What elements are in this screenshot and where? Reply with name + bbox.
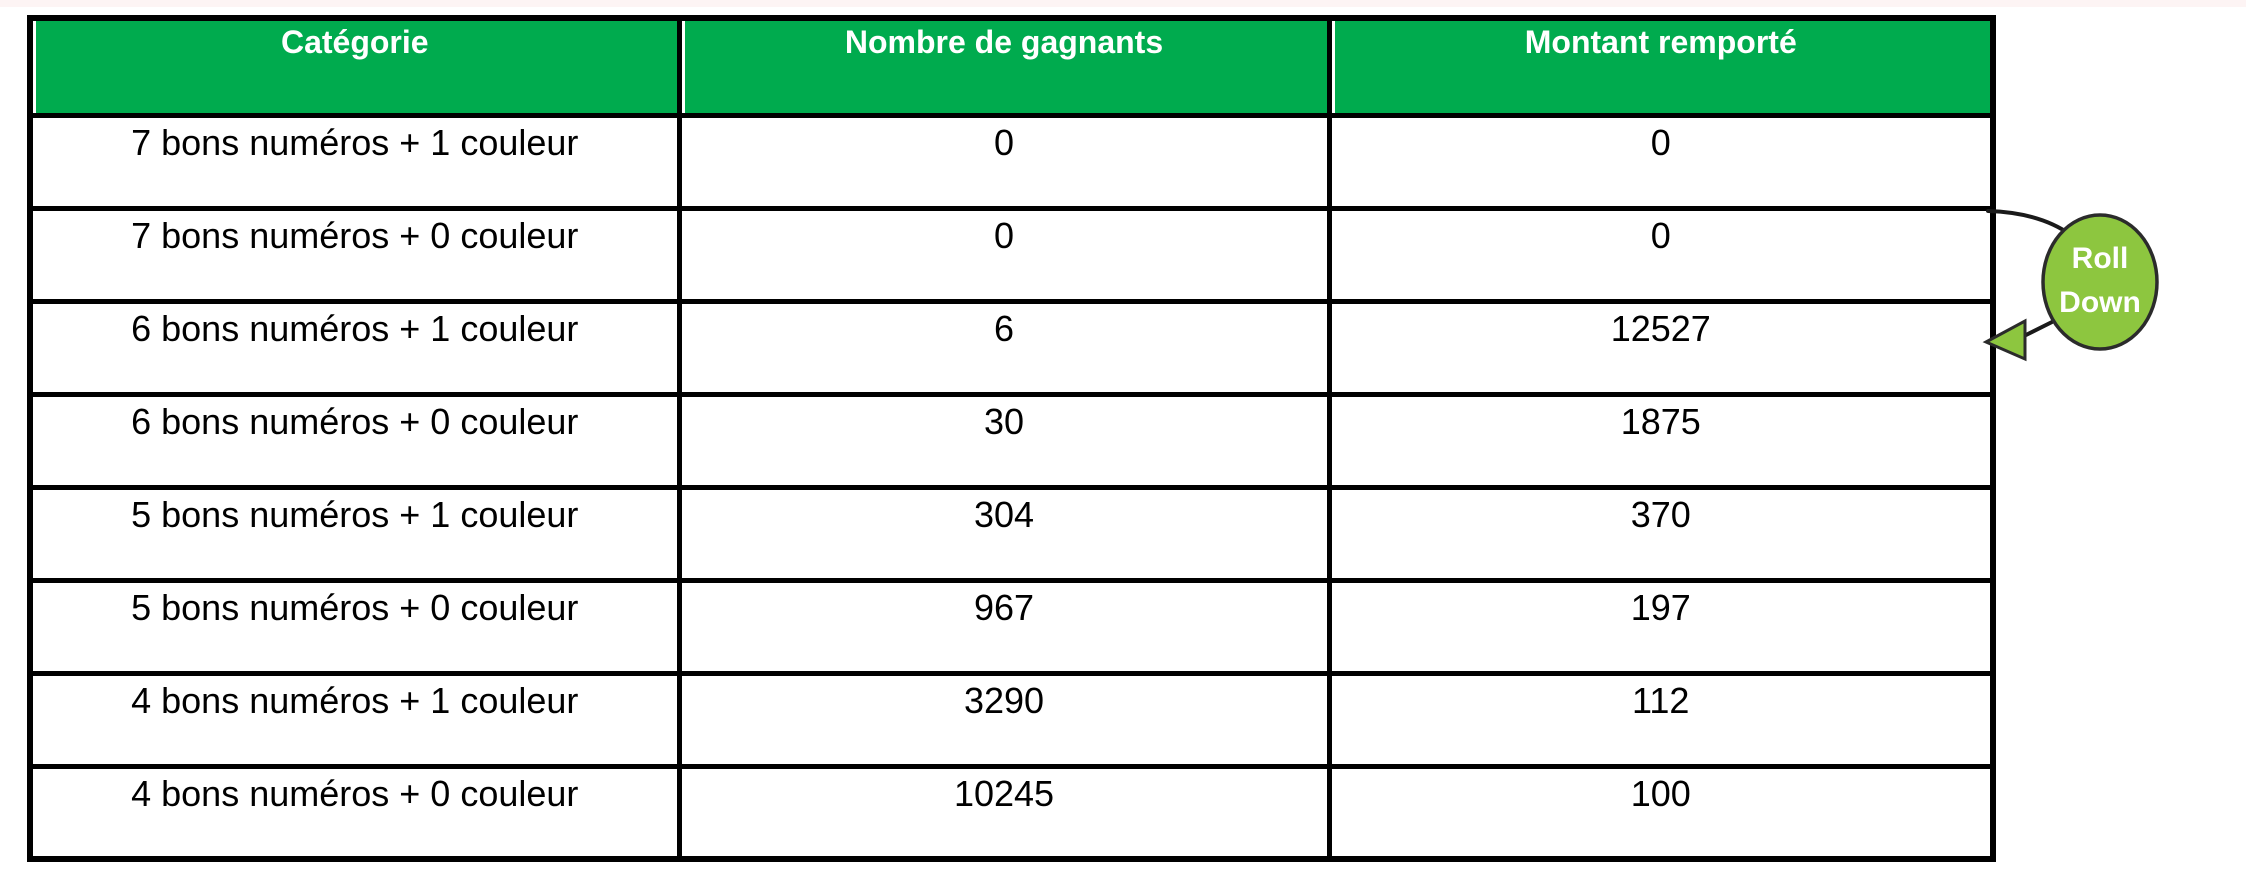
table-row: 4 bons numéros + 1 couleur 3290 112 xyxy=(27,670,1996,769)
winners-cell: 10245 xyxy=(676,763,1332,862)
amount-cell: 0 xyxy=(1326,205,1996,304)
header-row: Catégorie Nombre de gagnants Montant rem… xyxy=(27,15,1996,118)
winners-cell: 967 xyxy=(676,577,1332,676)
category-cell: 5 bons numéros + 1 couleur xyxy=(27,484,682,583)
table-row: 7 bons numéros + 0 couleur 0 0 xyxy=(27,205,1996,304)
winners-cell: 30 xyxy=(676,391,1332,490)
table-row: 5 bons numéros + 1 couleur 304 370 xyxy=(27,484,1996,583)
winners-cell: 3290 xyxy=(676,670,1332,769)
amount-cell: 100 xyxy=(1326,763,1996,862)
table-row: 4 bons numéros + 0 couleur 10245 100 xyxy=(27,763,1996,862)
amount-cell: 0 xyxy=(1326,112,1996,211)
category-cell: 5 bons numéros + 0 couleur xyxy=(27,577,682,676)
column-header-categorie: Catégorie xyxy=(27,15,682,118)
category-cell: 6 bons numéros + 0 couleur xyxy=(27,391,682,490)
table-row: 5 bons numéros + 0 couleur 967 197 xyxy=(27,577,1996,676)
amount-cell: 112 xyxy=(1326,670,1996,769)
category-cell: 6 bons numéros + 1 couleur xyxy=(27,298,682,397)
category-cell: 4 bons numéros + 1 couleur xyxy=(27,670,682,769)
amount-cell: 12527 xyxy=(1326,298,1996,397)
amount-cell: 197 xyxy=(1326,577,1996,676)
top-strip xyxy=(0,0,2246,7)
winners-cell: 304 xyxy=(676,484,1332,583)
table-row: 6 bons numéros + 0 couleur 30 1875 xyxy=(27,391,1996,490)
winners-cell: 0 xyxy=(676,205,1332,304)
table-header: Catégorie Nombre de gagnants Montant rem… xyxy=(27,15,1996,118)
table-row: 6 bons numéros + 1 couleur 6 12527 xyxy=(27,298,1996,397)
amount-cell: 370 xyxy=(1326,484,1996,583)
category-cell: 4 bons numéros + 0 couleur xyxy=(27,763,682,862)
winners-cell: 0 xyxy=(676,112,1332,211)
table-body: 7 bons numéros + 1 couleur 0 0 7 bons nu… xyxy=(27,112,1996,862)
amount-cell: 1875 xyxy=(1326,391,1996,490)
curve-from-row-icon xyxy=(1986,209,2073,237)
winners-cell: 6 xyxy=(676,298,1332,397)
results-table: Catégorie Nombre de gagnants Montant rem… xyxy=(27,15,1996,862)
arrow-shaft-icon xyxy=(2020,319,2056,339)
roll-down-label-line1: Roll xyxy=(2072,242,2129,275)
table-row: 7 bons numéros + 1 couleur 0 0 xyxy=(27,112,1996,211)
roll-down-circle xyxy=(2041,213,2159,351)
category-cell: 7 bons numéros + 1 couleur xyxy=(27,112,682,211)
roll-down-label-line2: Down xyxy=(2059,286,2141,319)
column-header-montant-remporte: Montant remporté xyxy=(1326,15,1996,118)
category-cell: 7 bons numéros + 0 couleur xyxy=(27,205,682,304)
column-header-nombre-de-gagnants: Nombre de gagnants xyxy=(676,15,1332,118)
